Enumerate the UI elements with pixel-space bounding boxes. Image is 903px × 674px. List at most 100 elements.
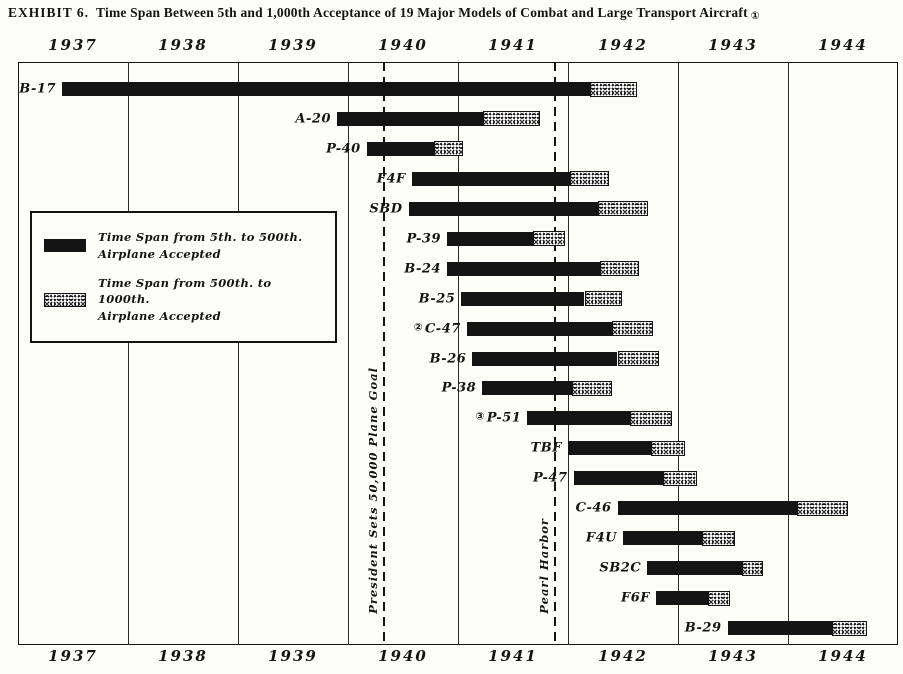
year-label-top: 1939 (268, 36, 318, 54)
year-label-top: 1938 (158, 36, 208, 54)
model-label: B-25 (419, 291, 456, 306)
model-label: F6F (621, 591, 650, 606)
model-label: SB2C (599, 561, 641, 576)
model-label: SBD (369, 201, 402, 216)
chart-title-text: Time Span Between 5th and 1,000th Accept… (96, 5, 748, 20)
model-name: B-29 (684, 620, 722, 636)
bar-5th-to-500th (472, 351, 618, 366)
model-label: P-39 (406, 231, 441, 246)
bar-5th-to-500th (623, 531, 703, 546)
year-label-bottom: 1939 (268, 647, 318, 665)
year-gridline (677, 62, 679, 645)
model-label: P-47 (533, 471, 568, 486)
model-name: SB2C (599, 560, 642, 576)
bar-5th-to-500th (568, 441, 651, 456)
bar-500th-to-1000th (599, 261, 640, 277)
bar-5th-to-500th (573, 471, 663, 486)
year-label-top: 1942 (598, 36, 648, 54)
chart-title: EXHIBIT 6. Time Span Between 5th and 1,00… (8, 5, 898, 22)
bar-500th-to-1000th (572, 380, 612, 396)
legend-solid-swatch (44, 239, 86, 253)
bar-500th-to-1000th (662, 470, 697, 486)
bar-500th-to-1000th (629, 410, 673, 426)
bar-500th-to-1000th (650, 440, 685, 456)
bar-5th-to-500th (482, 381, 573, 396)
legend-stipple-line1: Time Span from 500th. to 1000th. (98, 275, 272, 307)
model-name: B-25 (418, 291, 456, 307)
year-label-bottom: 1942 (598, 647, 648, 665)
bar-500th-to-1000th (597, 201, 649, 217)
legend: Time Span from 5th. to 500th. Airplane A… (30, 211, 337, 343)
model-label: B-24 (404, 261, 441, 276)
model-name: SBD (369, 201, 403, 217)
model-label: B-26 (430, 351, 467, 366)
bar-500th-to-1000th (796, 500, 849, 516)
bar-500th-to-1000th (617, 351, 660, 366)
model-label: A-20 (295, 111, 331, 126)
model-label: P-40 (326, 141, 361, 156)
year-label-top: 1941 (488, 36, 538, 54)
model-label: B-29 (685, 621, 722, 636)
model-footnote-marker: ② (413, 321, 423, 334)
legend-solid-line1: Time Span from 5th. to 500th. (98, 230, 303, 245)
model-name: F4U (585, 530, 617, 546)
bar-5th-to-500th (337, 111, 484, 126)
model-name: P-38 (441, 380, 477, 396)
year-gridline (457, 62, 459, 645)
model-name: B-24 (404, 261, 441, 277)
model-name: F4F (376, 171, 406, 187)
model-name: B-17 (19, 81, 56, 97)
year-label-bottom: 1937 (48, 647, 98, 665)
bar-500th-to-1000th (590, 81, 638, 97)
year-label-bottom: 1943 (708, 647, 758, 665)
legend-stipple-line2: Airplane Accepted (98, 309, 221, 324)
model-name: A-20 (295, 111, 331, 127)
bar-500th-to-1000th (532, 231, 565, 247)
year-label-bottom: 1938 (158, 647, 208, 665)
bar-5th-to-500th (366, 141, 434, 156)
year-gridline (127, 62, 129, 645)
year-gridline (787, 62, 789, 645)
model-label: P-38 (442, 381, 477, 396)
bar-5th-to-500th (647, 561, 742, 576)
bar-5th-to-500th (656, 591, 708, 606)
bar-5th-to-500th (411, 171, 571, 186)
bar-500th-to-1000th (584, 291, 622, 307)
bar-500th-to-1000th (612, 321, 653, 337)
footnote-1-marker: ① (750, 10, 760, 22)
year-gridline (347, 62, 349, 645)
bar-5th-to-500th (727, 621, 832, 635)
year-label-bottom: 1944 (818, 647, 868, 665)
year-label-top: 1943 (708, 36, 758, 54)
annotation-label: President Sets 50,000 Plane Goal (366, 367, 381, 614)
model-label: ② C-47 (414, 321, 461, 336)
bar-5th-to-500th (461, 291, 585, 306)
bar-500th-to-1000th (741, 560, 763, 576)
year-label-top: 1937 (48, 36, 98, 54)
bar-500th-to-1000th (433, 141, 464, 157)
model-name: P-39 (406, 231, 441, 247)
bar-5th-to-500th (527, 411, 630, 426)
model-name: C-46 (575, 500, 612, 516)
annotation-label: Pearl Harbor (536, 518, 551, 614)
model-footnote-marker: ③ (475, 410, 485, 423)
model-label: B-17 (19, 82, 56, 97)
bar-5th-to-500th (447, 261, 600, 276)
model-name: P-40 (326, 141, 361, 157)
legend-solid-line2: Airplane Accepted (98, 246, 221, 261)
bar-5th-to-500th (408, 201, 598, 216)
exhibit-number-label: EXHIBIT 6. (8, 5, 90, 20)
year-label-bottom: 1940 (378, 647, 428, 665)
bar-500th-to-1000th (707, 590, 730, 606)
model-name: TBF (530, 440, 562, 456)
year-gridline (237, 62, 239, 645)
legend-entry-stippled: Time Span from 500th. to 1000th. Airplan… (44, 275, 323, 325)
legend-stipple-swatch (44, 292, 86, 307)
model-name: C-47 (424, 321, 461, 337)
bar-500th-to-1000th (570, 171, 609, 187)
year-label-top: 1944 (818, 36, 868, 54)
bar-5th-to-500th (447, 231, 533, 246)
model-label: C-46 (576, 501, 612, 516)
bar-5th-to-500th (617, 501, 797, 516)
